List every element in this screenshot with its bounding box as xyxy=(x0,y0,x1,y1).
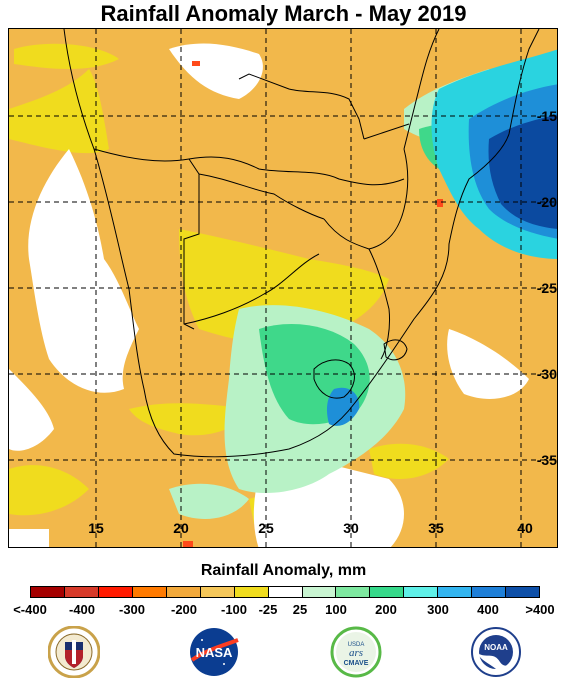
legend-swatch-11 xyxy=(370,587,405,597)
legend-swatch-2 xyxy=(64,587,99,597)
very-wet-region xyxy=(326,49,557,426)
legend-labels: <-400 -400 -300 -200 -100 -25 25 100 200… xyxy=(0,602,567,620)
svg-text:ars: ars xyxy=(349,647,363,659)
latitude-labels: -15 -20 -25 -30 -35 xyxy=(537,108,557,468)
legend-swatch-1 xyxy=(31,587,65,597)
legend-label: 200 xyxy=(375,602,397,617)
lon-label-40: 40 xyxy=(517,520,533,536)
lon-label-30: 30 xyxy=(343,520,359,536)
legend-swatch-3 xyxy=(98,587,133,597)
legend-swatch-4 xyxy=(132,587,167,597)
lat-label-25: -25 xyxy=(537,280,557,296)
legend-swatch-12 xyxy=(404,587,439,597)
legend-label: -400 xyxy=(68,602,96,617)
svg-text:USDA: USDA xyxy=(348,642,365,648)
lat-lon-gridlines xyxy=(9,29,557,547)
lon-label-25: 25 xyxy=(258,520,274,536)
legend-swatch-10 xyxy=(336,587,371,597)
legend-label: -25 xyxy=(258,602,278,617)
legend-swatch-8 xyxy=(268,587,303,597)
legend-label: 400 xyxy=(477,602,499,617)
map-canvas: 15 20 25 30 35 40 -15 -20 -25 -30 -35 xyxy=(9,29,557,547)
legend-swatch-15 xyxy=(506,587,540,597)
legend-label: -200 xyxy=(170,602,198,617)
legend-label: 25 xyxy=(292,602,308,617)
severe-dry-spots xyxy=(183,61,443,547)
legend-label: -300 xyxy=(118,602,146,617)
legend-swatch-14 xyxy=(472,587,507,597)
longitude-labels: 15 20 25 30 35 40 xyxy=(88,520,533,536)
legend-swatch-7 xyxy=(234,587,269,597)
legend-swatch-9 xyxy=(302,587,337,597)
nasa-logo-text: NASA xyxy=(196,645,233,660)
near-normal-region xyxy=(9,43,529,547)
nasa-logo: NASA xyxy=(188,626,240,678)
legend-swatch-5 xyxy=(166,587,201,597)
legend-title: Rainfall Anomaly, mm xyxy=(200,562,367,579)
agency-logos: NASA USDA ars CMAVE NOAA xyxy=(0,626,567,680)
legend-swatch-13 xyxy=(438,587,473,597)
defense-health-agency-seal xyxy=(48,626,100,678)
usda-ars-cmave-logo: USDA ars CMAVE xyxy=(330,626,382,678)
legend-swatch-6 xyxy=(200,587,235,597)
lon-label-20: 20 xyxy=(173,520,189,536)
country-borders xyxy=(63,29,540,458)
rainfall-anomaly-map: 15 20 25 30 35 40 -15 -20 -25 -30 -35 xyxy=(8,28,558,548)
lon-label-35: 35 xyxy=(428,520,444,536)
legend-label: 100 xyxy=(325,602,347,617)
legend-label: -100 xyxy=(220,602,248,617)
lat-label-30: -30 xyxy=(537,366,557,382)
cmave-logo-text: CMAVE xyxy=(344,660,369,667)
legend-label: 300 xyxy=(427,602,449,617)
legend-label: >400 xyxy=(525,602,555,617)
lon-label-15: 15 xyxy=(88,520,104,536)
noaa-logo-text: NOAA xyxy=(484,643,508,652)
map-title: Rainfall Anomaly March - May 2019 xyxy=(100,1,467,26)
lat-label-35: -35 xyxy=(537,452,557,468)
legend-color-bar xyxy=(30,586,540,598)
lat-label-15: -15 xyxy=(537,108,557,124)
lat-label-20: -20 xyxy=(537,194,557,210)
legend-label: <-400 xyxy=(13,602,47,617)
noaa-logo: NOAA xyxy=(470,626,522,678)
